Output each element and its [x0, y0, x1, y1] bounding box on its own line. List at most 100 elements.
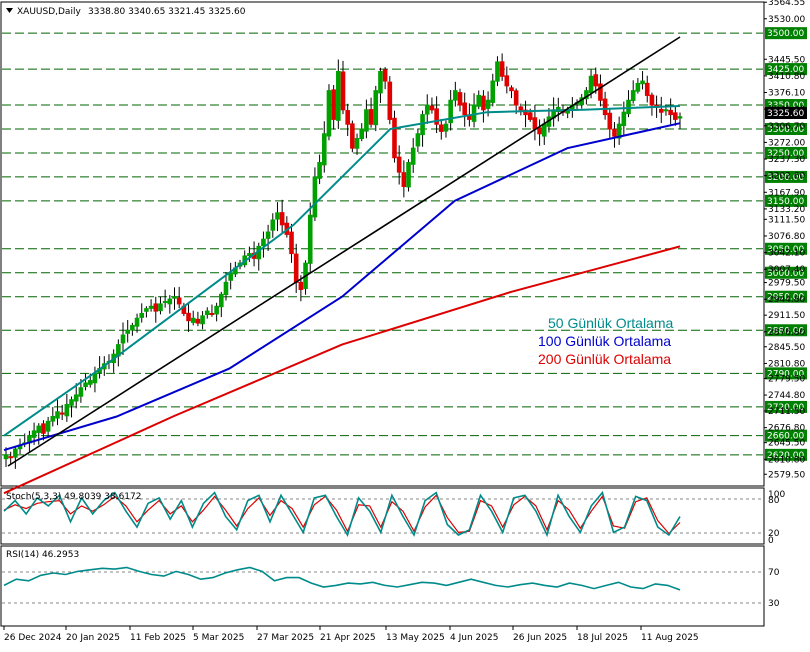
date-axis: 26 Dec 2024 20 Jan 2025 11 Feb 2025 5 Mar 2… [3, 626, 699, 643]
candle-up [677, 116, 683, 119]
candle-up [420, 114, 425, 136]
price-tick-label: 2711.50 [768, 407, 805, 417]
candle-up [3, 454, 9, 460]
candle-up [190, 317, 196, 323]
stoch-tick-0: 0 [768, 536, 774, 546]
candle-up [134, 317, 140, 327]
candle-up [36, 425, 42, 433]
price-tick-label: 3530.00 [768, 15, 805, 25]
price-tick-label: 3376.10 [768, 89, 805, 99]
candle-up [640, 80, 645, 85]
stochastic-panel[interactable] [0, 487, 765, 545]
candle-up [424, 104, 430, 115]
candle-up [45, 420, 51, 432]
level-box [765, 194, 807, 207]
level-label: 3300.00 [767, 125, 804, 135]
date-tick-label: 18 Jul 2025 [577, 633, 628, 643]
candle-up [410, 147, 416, 165]
candle-down [153, 303, 159, 312]
price-tick-label: 2744.80 [768, 391, 805, 401]
price-tick-label: 3111.50 [768, 215, 805, 225]
candle-up [120, 334, 126, 344]
price-tick-label: 3202.60 [768, 172, 805, 182]
candle-down [481, 95, 486, 111]
level-box [765, 27, 807, 40]
candle-up [92, 372, 98, 384]
candle-down [602, 98, 608, 116]
stoch-tick-100: 100 [768, 490, 785, 500]
candle-up [31, 430, 37, 438]
price-tick-label: 3445.50 [768, 55, 805, 65]
candle-up [317, 162, 322, 179]
candle-down [457, 92, 463, 106]
legend-ma50: 50 Günlük Ortalama [548, 315, 673, 331]
stoch-tick-80: 80 [768, 496, 780, 506]
candle-down [289, 231, 294, 255]
candle-up [247, 253, 252, 256]
price-tick-label: 3007.40 [768, 265, 805, 275]
rsi-tick-70: 70 [768, 568, 780, 578]
candle-down [345, 110, 350, 125]
candle-up [261, 238, 266, 247]
level-label: 3500.00 [767, 29, 804, 39]
price-tick-label: 2845.50 [768, 343, 805, 353]
candle-up [139, 312, 145, 318]
candle-down [607, 112, 613, 130]
candle-down [429, 105, 435, 111]
candle-down [649, 94, 655, 106]
level-box [765, 400, 807, 413]
trend-line[interactable] [7, 36, 681, 467]
candle-down [401, 172, 407, 187]
stoch-tick-20: 20 [768, 529, 780, 539]
price-tick-label: 3076.80 [768, 232, 805, 242]
candle-up [443, 123, 449, 132]
ma100-line [3, 122, 681, 452]
date-tick-label: 21 Apr 2025 [320, 633, 376, 643]
ohlc-label: 3338.80 3340.65 3321.45 3325.60 [88, 7, 246, 17]
stoch-main-line [3, 490, 681, 538]
rsi-panel[interactable] [0, 545, 765, 627]
candle-up [321, 133, 327, 166]
candle-up [144, 308, 149, 312]
price-tick-label: 2676.80 [768, 424, 805, 434]
candle-down [396, 156, 402, 173]
candle-up [270, 219, 276, 231]
level-box [765, 242, 807, 255]
candle-down [644, 82, 650, 96]
level-label: 3200.00 [767, 173, 804, 183]
date-tick-label: 26 Jun 2025 [513, 633, 567, 643]
stoch-title: Stoch(5,3,3) 49.8039 38.6172 [6, 492, 141, 502]
candle-down [382, 69, 388, 82]
candle-up [148, 305, 154, 309]
date-tick-label: 27 Mar 2025 [257, 633, 314, 643]
level-box [765, 170, 807, 183]
candle-up [336, 70, 341, 121]
collapse-triangle-icon[interactable] [6, 8, 13, 13]
price-tick-label: 3237.30 [768, 155, 805, 165]
level-label: 3150.00 [767, 197, 804, 207]
candle-up [204, 310, 210, 315]
price-tick-label: 3564.55 [768, 0, 805, 8]
candle-down [509, 87, 514, 92]
price-tick-label: 2911.50 [768, 311, 805, 321]
candle-up [326, 90, 332, 137]
candle-up [588, 75, 594, 94]
price-tick-label: 2579.50 [768, 470, 805, 480]
candle-up [485, 99, 491, 109]
candle-up [495, 61, 500, 82]
level-box [765, 266, 807, 279]
candle-up [50, 416, 56, 422]
price-tick-label: 3133.20 [768, 205, 805, 215]
candle-up [359, 128, 365, 140]
candle-up [223, 281, 229, 296]
date-tick-label: 11 Aug 2025 [641, 633, 699, 643]
level-label: 2880.00 [767, 326, 804, 336]
candle-up [616, 123, 622, 139]
level-label: 3250.00 [767, 149, 804, 159]
main-price-panel[interactable] [0, 1, 765, 487]
candle-down [434, 108, 439, 125]
candle-down [298, 281, 304, 291]
price-tick-label: 2810.80 [768, 359, 805, 369]
